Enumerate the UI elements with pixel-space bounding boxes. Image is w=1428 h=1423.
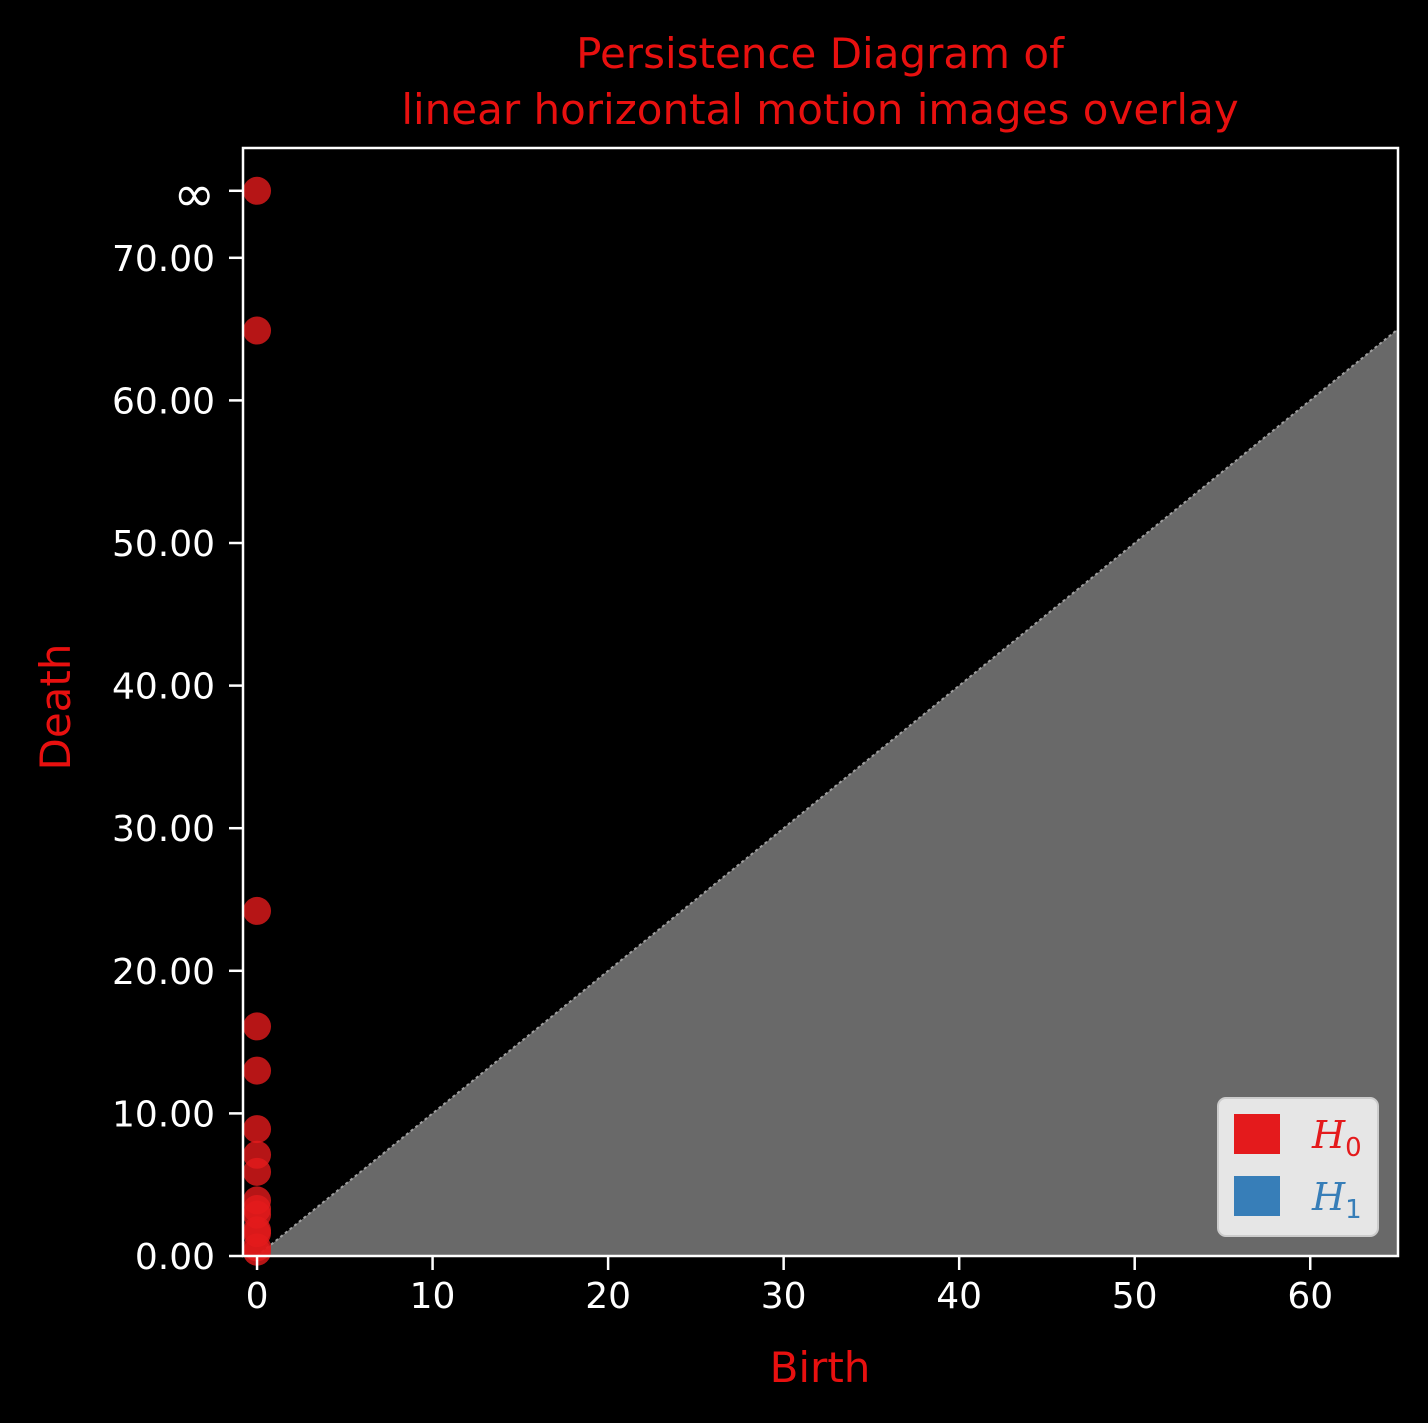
chart-title-line-2: linear horizontal motion images overlay bbox=[401, 85, 1238, 134]
legend-label-h1: H1 bbox=[1311, 1175, 1362, 1225]
x-tick-label: 60 bbox=[1287, 1276, 1333, 1317]
y-tick-label: 60.00 bbox=[112, 381, 215, 422]
axes-frame bbox=[241, 146, 1400, 1258]
x-tick-label: 30 bbox=[761, 1276, 807, 1317]
y-tick-label: 50.00 bbox=[112, 524, 215, 565]
y-tick-label: 70.00 bbox=[112, 239, 215, 280]
persistence-point-h0 bbox=[243, 896, 272, 925]
plot-area bbox=[243, 176, 1399, 1266]
legend-label-h0: H0 bbox=[1311, 1113, 1362, 1163]
legend-subscript-h0: 0 bbox=[1345, 1133, 1362, 1163]
x-tick-label: 20 bbox=[585, 1276, 631, 1317]
legend-symbol-h0: H bbox=[1311, 1113, 1346, 1157]
x-tick-label: 50 bbox=[1112, 1276, 1158, 1317]
y-tick-label: 20.00 bbox=[112, 952, 215, 993]
legend-subscript-h1: 1 bbox=[1345, 1195, 1362, 1225]
legend: H0 H1 bbox=[1217, 1097, 1379, 1237]
x-tick-label: 10 bbox=[410, 1276, 456, 1317]
persistence-point-h0 bbox=[243, 316, 272, 345]
legend-swatch-h0 bbox=[1234, 1114, 1280, 1154]
y-tick-label: 10.00 bbox=[112, 1094, 215, 1135]
chart-title-line-1: Persistence Diagram of bbox=[576, 29, 1065, 78]
persistence-point-h0 bbox=[243, 1140, 272, 1169]
infinity-tick-label: ∞ bbox=[173, 165, 215, 223]
persistence-point-h0 bbox=[243, 1056, 272, 1085]
x-tick-label: 40 bbox=[936, 1276, 982, 1317]
persistence-point-h0 bbox=[243, 176, 272, 205]
legend-swatch-h1 bbox=[1234, 1176, 1280, 1216]
diagonal-shaded-region bbox=[257, 329, 1399, 1256]
x-axis-label: Birth bbox=[770, 1343, 871, 1392]
persistence-point-h0 bbox=[243, 1012, 272, 1041]
legend-symbol-h1: H bbox=[1311, 1175, 1346, 1219]
x-axis-ticks: 0 10 20 30 40 50 60 bbox=[246, 1256, 1333, 1317]
y-tick-label: 0.00 bbox=[135, 1237, 215, 1278]
y-axis-ticks: 0.00 10.00 20.00 30.00 40.00 50.00 60.00 70.00 bbox=[112, 239, 243, 1278]
diagonal-line bbox=[256, 328, 1399, 1257]
persistence-point-h0 bbox=[243, 1186, 272, 1215]
y-tick-label: 30.00 bbox=[112, 809, 215, 850]
persistence-point-h0 bbox=[243, 1115, 272, 1144]
points-layer bbox=[243, 176, 272, 1266]
y-tick-label: 40.00 bbox=[112, 667, 215, 708]
x-tick-label: 0 bbox=[246, 1276, 269, 1317]
y-axis-label: Death bbox=[31, 643, 80, 770]
